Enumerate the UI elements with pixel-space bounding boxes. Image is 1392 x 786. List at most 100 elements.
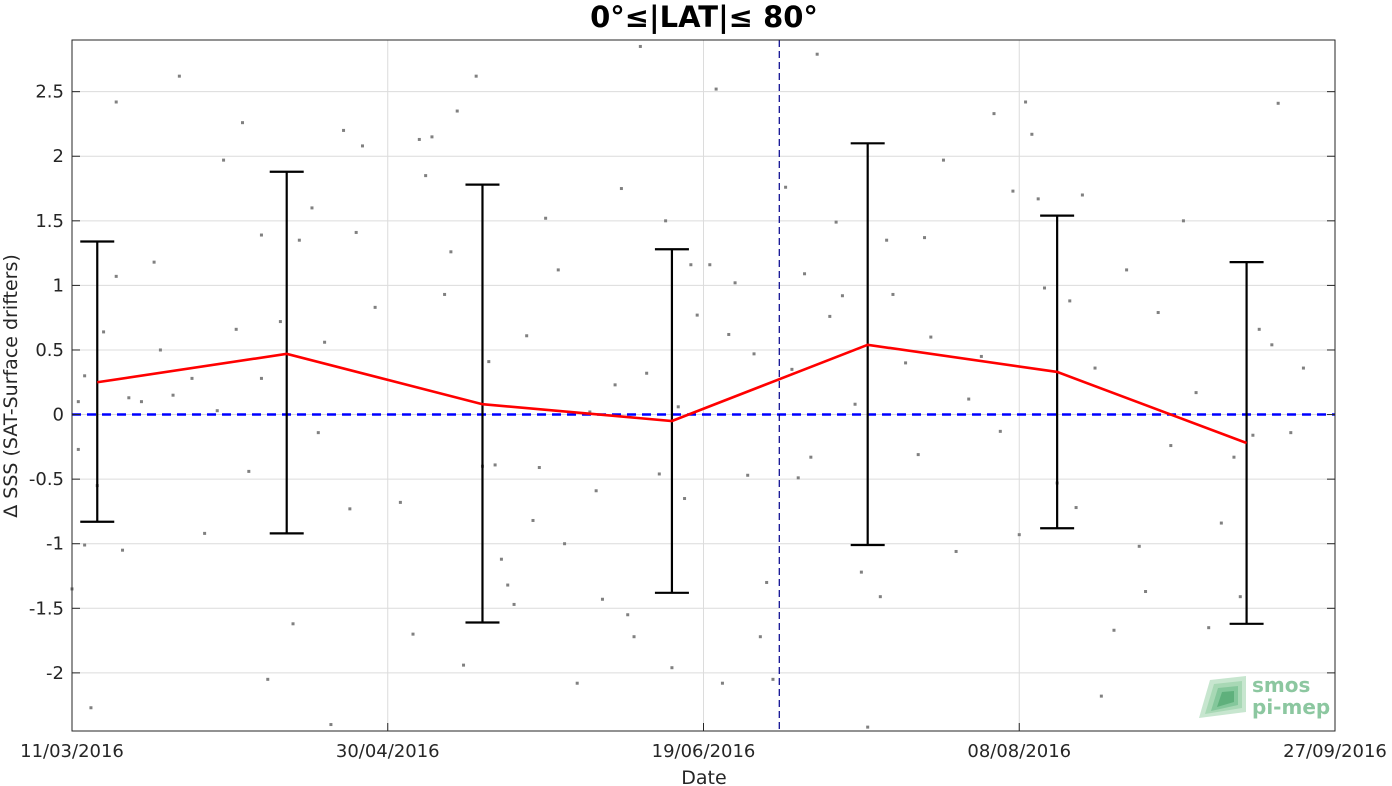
scatter-point — [215, 409, 219, 413]
scatter-point — [588, 410, 592, 414]
scatter-point — [941, 158, 945, 162]
y-tick-label: -1 — [46, 534, 64, 555]
scatter-point — [544, 216, 548, 220]
scatter-point — [828, 314, 832, 318]
scatter-point — [139, 400, 143, 404]
scatter-point — [1156, 311, 1160, 315]
x-tick-label: 30/04/2016 — [336, 741, 440, 762]
scatter-point — [714, 87, 718, 91]
scatter-point — [1074, 506, 1078, 510]
scatter-point — [1099, 694, 1103, 698]
scatter-point — [316, 431, 320, 435]
scatter-point — [727, 332, 731, 336]
scatter-point — [83, 374, 87, 378]
scatter-point — [171, 393, 175, 397]
scatter-point — [1011, 189, 1015, 193]
scatter-point — [241, 121, 245, 125]
scatter-point — [1219, 521, 1223, 525]
scatter-point — [430, 135, 434, 139]
scatter-point — [575, 681, 579, 685]
scatter-point — [613, 383, 617, 387]
y-tick-label: 0 — [53, 405, 64, 426]
scatter-point — [443, 292, 447, 296]
scatter-point — [720, 681, 724, 685]
scatter-point — [1232, 455, 1236, 459]
scatter-point — [929, 335, 933, 339]
scatter-point — [600, 597, 604, 601]
scatter-point — [177, 74, 181, 78]
scatter-point — [746, 473, 750, 477]
scatter-point — [752, 352, 756, 356]
scatter-point — [904, 361, 908, 365]
scatter-point — [152, 260, 156, 264]
y-tick-label: -0.5 — [29, 469, 64, 490]
y-tick-label: 0.5 — [35, 340, 64, 361]
scatter-point — [354, 230, 358, 234]
scatter-point — [1276, 101, 1280, 105]
logo-text-line2: pi-mep — [1252, 695, 1330, 719]
scatter-point — [784, 185, 788, 189]
scatter-point — [310, 206, 314, 210]
scatter-point — [291, 622, 295, 626]
scatter-point — [417, 137, 421, 141]
scatter-point — [676, 405, 680, 409]
scatter-point — [790, 367, 794, 371]
scatter-point — [878, 595, 882, 599]
scatter-point — [885, 238, 889, 242]
scatter-point — [998, 429, 1002, 433]
scatter-point — [512, 602, 516, 606]
scatter-point — [1068, 299, 1072, 303]
scatter-point — [158, 348, 162, 352]
scatter-point — [499, 557, 503, 561]
scatter-point — [664, 219, 668, 223]
scatter-point — [1301, 366, 1305, 370]
scatter-point — [657, 472, 661, 476]
scatter-point — [323, 340, 327, 344]
scatter-point — [360, 144, 364, 148]
x-axis: 11/03/2016 30/04/2016 19/06/2016 08/08/2016… — [20, 723, 1387, 762]
scatter-point — [259, 233, 263, 237]
scatter-point — [1024, 100, 1028, 104]
y-axis: -2 -1.5 -1 -0.5 0 0.5 1 1.5 2 2.5 — [29, 82, 1335, 684]
scatter-point — [297, 238, 301, 242]
scatter-point — [771, 677, 775, 681]
scatter-point — [1238, 595, 1242, 599]
scatter-point — [1181, 219, 1185, 223]
scatter-point — [815, 52, 819, 56]
logo-mark-icon — [1199, 676, 1246, 718]
scatter-point — [563, 542, 567, 546]
scatter-point — [259, 376, 263, 380]
smos-pi-mep-logo: smos pi-mep — [1199, 673, 1330, 719]
scatter-point — [1270, 343, 1274, 347]
scatter-point — [342, 128, 346, 132]
scatter-point — [992, 112, 996, 116]
x-tick-label: 27/09/2016 — [1283, 741, 1387, 762]
scatter-point — [1043, 286, 1047, 290]
scatter-point — [474, 74, 478, 78]
scatter-point — [733, 281, 737, 285]
scatter-point — [979, 354, 983, 358]
scatter-point — [411, 632, 415, 636]
scatter-point — [329, 723, 333, 727]
scatter-point — [1251, 433, 1255, 437]
scatter-point — [632, 635, 636, 639]
scatter-point — [531, 518, 535, 522]
scatter-point — [1125, 268, 1129, 272]
scatter-point — [809, 455, 813, 459]
scatter-point — [638, 44, 642, 48]
scatter-point — [840, 294, 844, 298]
scatter-point — [1257, 327, 1261, 331]
scatter-point — [954, 549, 958, 553]
scatter-point — [266, 677, 270, 681]
x-tick-label: 08/08/2016 — [967, 741, 1071, 762]
chart-title: 0°≤|LAT|≤ 80° — [590, 0, 818, 34]
y-axis-title: Δ SSS (SAT-Surface drifters) — [0, 254, 22, 518]
scatter-point — [234, 327, 238, 331]
x-tick-label: 19/06/2016 — [652, 741, 756, 762]
scatter-point — [506, 583, 510, 587]
scatter-point — [102, 330, 106, 334]
scatter-point — [1036, 197, 1040, 201]
y-tick-label: 2 — [53, 146, 64, 167]
scatter-point — [556, 268, 560, 272]
scatter-point — [493, 463, 497, 467]
